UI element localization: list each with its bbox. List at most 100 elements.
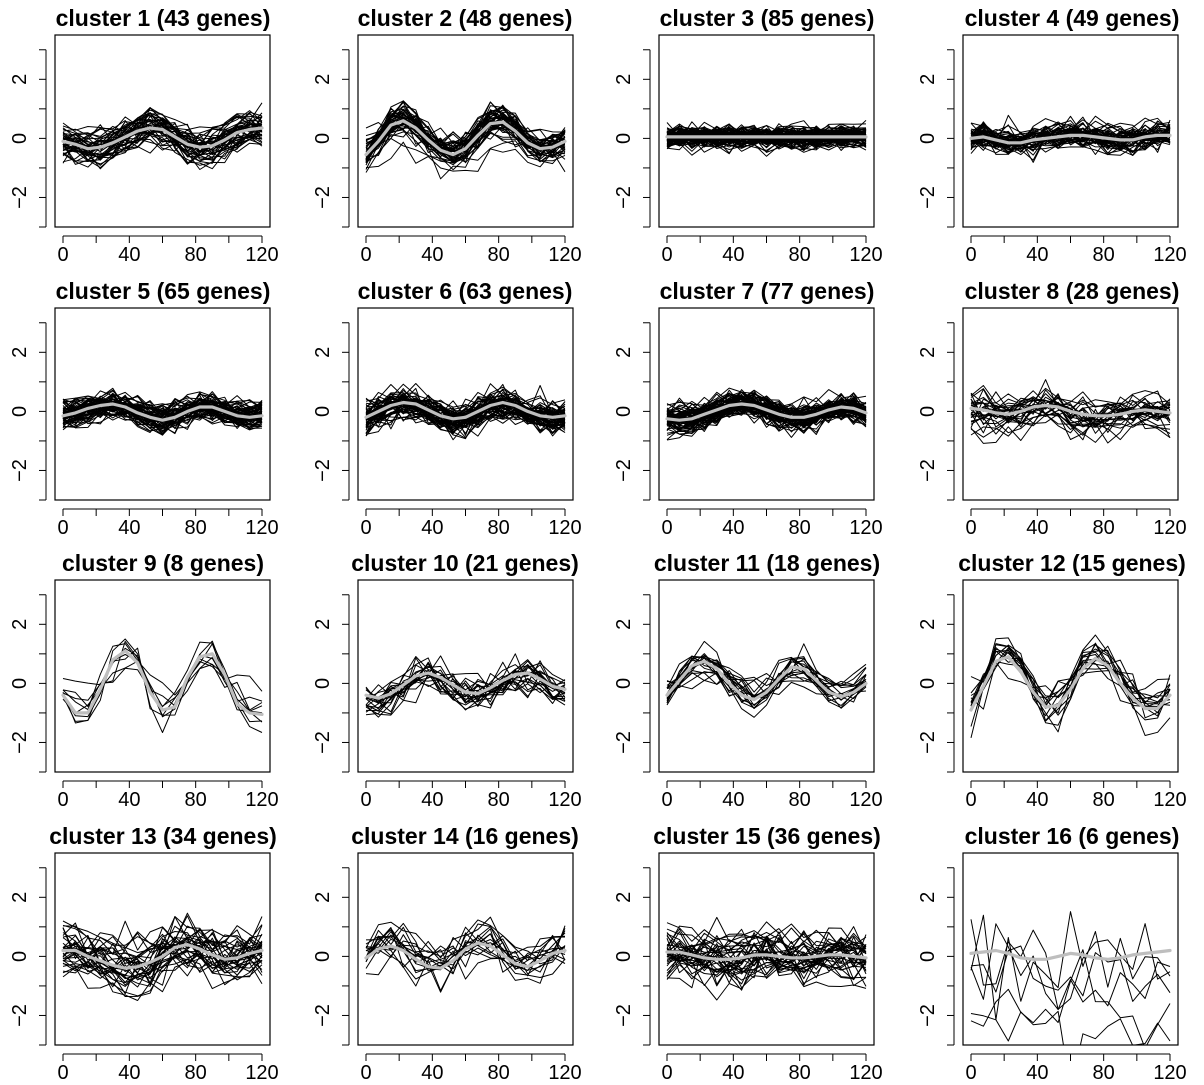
x-tick-label: 80 bbox=[488, 789, 510, 811]
y-tick-label: 2 bbox=[9, 74, 31, 85]
x-tick-label: 40 bbox=[1026, 1062, 1048, 1084]
y-tick-label: 2 bbox=[9, 892, 31, 903]
y-tick-label: 0 bbox=[613, 678, 635, 689]
cluster-mean-line bbox=[61, 649, 264, 717]
x-tick-label: 80 bbox=[789, 517, 811, 539]
panel-title: cluster 16 (6 genes) bbox=[965, 823, 1180, 849]
gene-profile-line bbox=[62, 395, 263, 420]
gene-profile-line bbox=[62, 117, 263, 139]
gene-profile-line bbox=[62, 114, 263, 144]
gene-profile-line bbox=[62, 112, 263, 145]
plot-frame bbox=[54, 34, 271, 228]
y-tick-label: −2 bbox=[613, 1004, 635, 1027]
gene-lines bbox=[61, 638, 264, 733]
x-tick-label: 120 bbox=[1153, 1062, 1186, 1084]
y-tick-label: 2 bbox=[917, 74, 939, 85]
gene-profile-line bbox=[666, 120, 867, 139]
y-tick-label: −2 bbox=[917, 186, 939, 209]
gene-lines bbox=[665, 640, 868, 718]
gene-lines bbox=[61, 102, 264, 170]
panel-title: cluster 1 (43 genes) bbox=[56, 5, 271, 31]
x-tick-label: 80 bbox=[789, 244, 811, 266]
panel-cluster-6: cluster 6 (63 genes) 0 40 80 120 −2 0 2 bbox=[312, 278, 582, 539]
x-tick-label: 40 bbox=[1026, 517, 1048, 539]
gene-profile-line bbox=[365, 404, 566, 435]
x-tick-label: 80 bbox=[488, 244, 510, 266]
gene-profile-line bbox=[970, 923, 1171, 1011]
panel-title: cluster 9 (8 genes) bbox=[62, 550, 264, 576]
x-tick-label: 0 bbox=[965, 244, 976, 266]
plot-frame bbox=[962, 579, 1179, 773]
x-tick-label: 40 bbox=[1026, 789, 1048, 811]
panel-title: cluster 3 (85 genes) bbox=[660, 5, 875, 31]
y-tick-label: 2 bbox=[613, 892, 635, 903]
x-tick-label: 120 bbox=[849, 789, 882, 811]
gene-profile-line bbox=[666, 936, 867, 978]
y-tick-label: −2 bbox=[613, 731, 635, 754]
x-tick-label: 120 bbox=[548, 517, 581, 539]
y-tick-label: 0 bbox=[9, 133, 31, 144]
y-tick-label: −2 bbox=[9, 459, 31, 482]
x-tick-label: 120 bbox=[548, 1062, 581, 1084]
plot-frame bbox=[658, 579, 875, 773]
gene-profile-line bbox=[970, 117, 1171, 146]
gene-profile-line bbox=[365, 121, 566, 161]
x-tick-label: 120 bbox=[1153, 517, 1186, 539]
panel-title: cluster 2 (48 genes) bbox=[358, 5, 573, 31]
x-tick-label: 0 bbox=[661, 244, 672, 266]
x-tick-label: 40 bbox=[421, 517, 443, 539]
panel-cluster-7: cluster 7 (77 genes) 0 40 80 120 −2 0 2 bbox=[613, 278, 883, 539]
gene-profile-line bbox=[62, 392, 263, 420]
y-tick-label: −2 bbox=[312, 1004, 334, 1027]
cluster-mean-line bbox=[364, 671, 567, 700]
panel-title: cluster 13 (34 genes) bbox=[49, 823, 277, 849]
y-tick-label: −2 bbox=[9, 731, 31, 754]
y-tick-label: 2 bbox=[613, 619, 635, 630]
gene-profile-line bbox=[365, 950, 566, 980]
cluster-mean-line bbox=[61, 942, 264, 970]
x-tick-label: 80 bbox=[185, 244, 207, 266]
cluster-mean-line bbox=[969, 403, 1172, 418]
gene-profile-line bbox=[62, 941, 263, 995]
x-tick-label: 0 bbox=[360, 244, 371, 266]
x-tick-label: 120 bbox=[548, 789, 581, 811]
panel-title: cluster 10 (21 genes) bbox=[351, 550, 579, 576]
x-tick-label: 80 bbox=[185, 517, 207, 539]
x-tick-label: 120 bbox=[1153, 789, 1186, 811]
y-tick-label: 2 bbox=[613, 74, 635, 85]
gene-profile-line bbox=[365, 927, 566, 992]
gene-profile-line bbox=[62, 131, 263, 168]
plot-frame bbox=[357, 34, 574, 228]
panel-cluster-14: cluster 14 (16 genes) 0 40 80 120 −2 0 2 bbox=[312, 823, 582, 1084]
gene-profile-line bbox=[666, 395, 867, 425]
plot-frame bbox=[962, 34, 1179, 228]
x-tick-label: 40 bbox=[421, 1062, 443, 1084]
panel-cluster-4: cluster 4 (49 genes) 0 40 80 120 −2 0 2 bbox=[917, 5, 1187, 266]
gene-profile-line bbox=[365, 387, 566, 430]
x-tick-label: 80 bbox=[1093, 789, 1115, 811]
panel-cluster-16: cluster 16 (6 genes) 0 40 80 120 −2 0 2 bbox=[917, 823, 1187, 1084]
plot-frame bbox=[658, 307, 875, 501]
gene-profile-line bbox=[365, 934, 566, 973]
x-tick-label: 40 bbox=[722, 517, 744, 539]
plot-frame bbox=[357, 579, 574, 773]
gene-profile-line bbox=[365, 395, 566, 435]
gene-profile-line bbox=[666, 962, 867, 1001]
cluster-mean-line bbox=[61, 402, 264, 422]
y-tick-label: −2 bbox=[312, 186, 334, 209]
y-tick-label: 0 bbox=[613, 133, 635, 144]
cluster-mean-line bbox=[665, 402, 868, 422]
gene-profile-line bbox=[666, 403, 867, 422]
gene-profile-line bbox=[970, 391, 1171, 415]
gene-profile-line bbox=[666, 395, 867, 422]
x-tick-label: 0 bbox=[57, 244, 68, 266]
y-tick-label: −2 bbox=[917, 459, 939, 482]
x-tick-label: 40 bbox=[118, 789, 140, 811]
gene-profile-line bbox=[365, 669, 566, 700]
gene-profile-line bbox=[970, 122, 1171, 146]
y-tick-label: 2 bbox=[9, 619, 31, 630]
x-tick-label: 80 bbox=[185, 1062, 207, 1084]
gene-profile-line bbox=[365, 934, 566, 969]
gene-lines bbox=[969, 379, 1172, 444]
y-tick-label: 0 bbox=[917, 951, 939, 962]
